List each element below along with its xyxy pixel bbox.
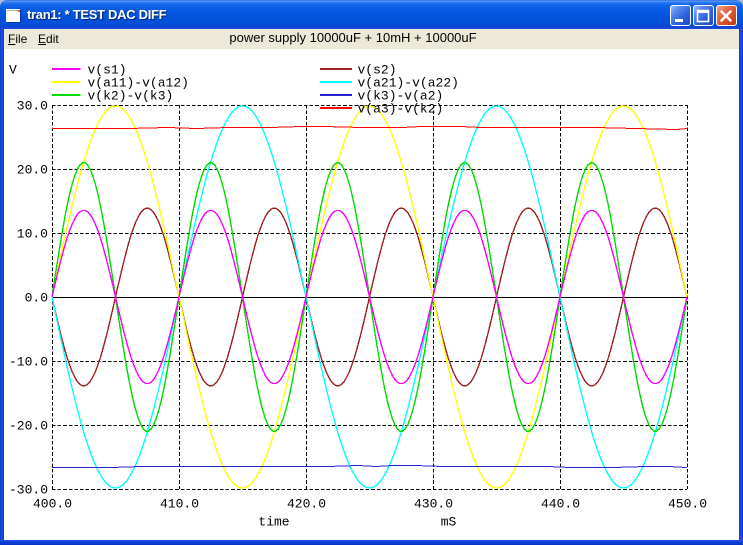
svg-text:v(a21)-v(a22): v(a21)-v(a22) xyxy=(358,76,459,91)
svg-text:10.0: 10.0 xyxy=(17,227,48,242)
svg-text:V: V xyxy=(9,63,17,78)
svg-text:-10.0: -10.0 xyxy=(9,355,48,370)
svg-text:-30.0: -30.0 xyxy=(9,483,48,498)
svg-text:mS: mS xyxy=(441,515,457,530)
svg-text:30.0: 30.0 xyxy=(17,99,48,114)
svg-text:430.0: 430.0 xyxy=(414,497,453,512)
svg-text:v(a11)-v(a12): v(a11)-v(a12) xyxy=(88,76,189,91)
svg-text:-20.0: -20.0 xyxy=(9,419,48,434)
svg-text:450.0: 450.0 xyxy=(668,497,707,512)
svg-text:time: time xyxy=(258,515,289,530)
svg-text:v(s1): v(s1) xyxy=(88,63,127,78)
svg-text:v(k2)-v(k3): v(k2)-v(k3) xyxy=(88,89,174,104)
svg-text:0.0: 0.0 xyxy=(25,291,48,306)
svg-text:v(s2): v(s2) xyxy=(358,63,397,78)
svg-text:410.0: 410.0 xyxy=(160,497,199,512)
svg-text:v(a3)-v(k2): v(a3)-v(k2) xyxy=(358,102,444,117)
svg-text:420.0: 420.0 xyxy=(287,497,326,512)
svg-text:440.0: 440.0 xyxy=(541,497,580,512)
svg-text:400.0: 400.0 xyxy=(33,497,72,512)
svg-text:20.0: 20.0 xyxy=(17,163,48,178)
svg-text:v(k3)-v(a2): v(k3)-v(a2) xyxy=(358,89,444,104)
